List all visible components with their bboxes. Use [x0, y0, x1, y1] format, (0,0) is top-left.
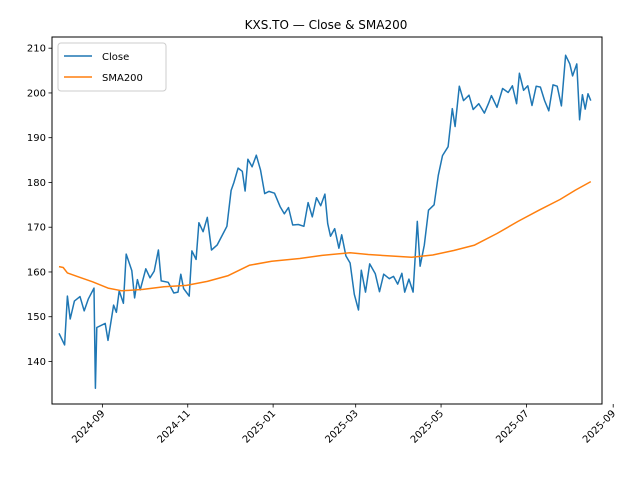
- x-tick-label: 2025-05: [409, 408, 446, 445]
- y-tick-label: 150: [27, 312, 46, 323]
- x-tick-label: 2025-07: [494, 408, 531, 445]
- y-tick-label: 190: [27, 133, 46, 144]
- series-layer: [58, 54, 592, 390]
- legend-label-sma200: SMA200: [102, 73, 143, 84]
- y-tick-label: 170: [27, 223, 46, 234]
- y-tick-label: 160: [27, 267, 46, 278]
- legend-box: [57, 42, 167, 92]
- legend-label-close: Close: [102, 52, 129, 63]
- x-tick-label: 2025-01: [241, 408, 278, 445]
- plot-frame: [51, 36, 603, 405]
- y-axis: 140 150 160 170 180 190 200 210: [27, 44, 52, 368]
- y-tick-label: 140: [27, 357, 46, 368]
- x-axis: 2024-09 2024-11 2025-01 2025-03 2025-05 2025-…: [70, 404, 618, 446]
- x-tick-label: 2025-09: [581, 408, 618, 445]
- y-tick-label: 200: [27, 88, 46, 99]
- x-tick-label: 2025-03: [323, 408, 360, 445]
- x-tick-label: 2024-09: [70, 408, 107, 445]
- series-line-sma200: [58, 180, 592, 292]
- y-tick-label: 180: [27, 178, 46, 189]
- chart-title: KXS.TO — Close & SMA200: [245, 18, 408, 32]
- series-line-close: [58, 54, 592, 390]
- legend: Close SMA200: [57, 42, 167, 92]
- x-tick-label: 2024-11: [156, 408, 193, 445]
- y-tick-label: 210: [27, 44, 46, 55]
